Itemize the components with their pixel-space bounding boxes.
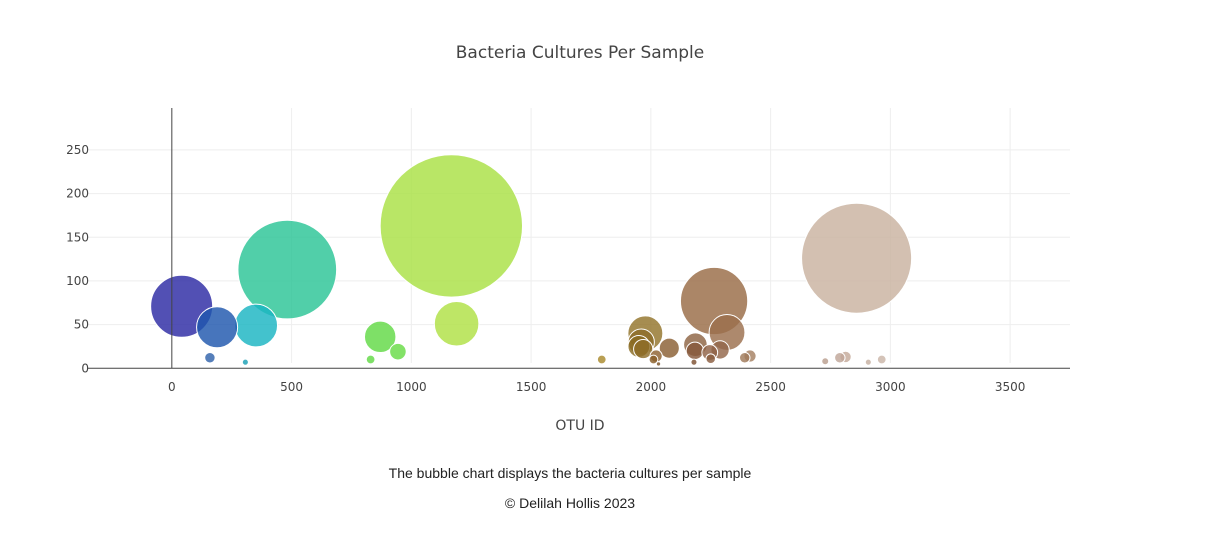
bubble-point[interactable] xyxy=(237,219,338,320)
y-tick-label: 250 xyxy=(66,143,89,157)
y-gridlines xyxy=(88,149,1070,326)
bubble-point[interactable] xyxy=(365,354,376,365)
y-tick-label: 50 xyxy=(74,318,89,332)
chart-title: Bacteria Cultures Per Sample xyxy=(456,43,704,63)
x-axis-title: OTU ID xyxy=(555,418,604,434)
bubble-point[interactable] xyxy=(204,352,216,364)
x-tick-label: 500 xyxy=(280,380,303,394)
y-tick-label: 200 xyxy=(66,187,89,201)
bubble-point[interactable] xyxy=(739,352,751,364)
bubble-point[interactable] xyxy=(876,354,887,365)
bubble-point[interactable] xyxy=(655,361,662,367)
bubble-point[interactable] xyxy=(685,341,705,361)
x-tick-label: 1000 xyxy=(396,380,427,394)
bubble-point[interactable] xyxy=(596,354,607,365)
y-tick-labels: 0 50 100 150 200 250 xyxy=(66,143,89,375)
x-tick-label: 1500 xyxy=(516,380,547,394)
x-tick-label: 0 xyxy=(168,380,176,394)
y-tick-label: 0 xyxy=(81,361,89,375)
bubble-point[interactable] xyxy=(234,303,279,348)
chart-caption: The bubble chart displays the bacteria c… xyxy=(388,465,752,481)
bubble-point[interactable] xyxy=(633,338,654,360)
y-tick-label: 100 xyxy=(66,274,89,288)
bubble-point[interactable] xyxy=(834,352,846,364)
bubble-point[interactable] xyxy=(821,357,830,366)
x-tick-label: 3500 xyxy=(995,380,1026,394)
bubble-point[interactable] xyxy=(801,202,913,314)
x-tick-label: 3000 xyxy=(875,380,906,394)
bubble-point[interactable] xyxy=(690,358,698,366)
bubble-point[interactable] xyxy=(648,354,659,365)
y-tick-label: 150 xyxy=(66,230,89,244)
bubble-point[interactable] xyxy=(379,154,524,298)
x-tick-label: 2000 xyxy=(636,380,667,394)
bubble-point[interactable] xyxy=(241,358,249,366)
x-tick-labels: 0 500 1000 1500 2000 2500 3000 3500 xyxy=(168,380,1025,394)
bubble-point[interactable] xyxy=(864,358,872,366)
bubble-point[interactable] xyxy=(196,306,239,349)
bubble-point[interactable] xyxy=(389,342,407,361)
bubble-series xyxy=(150,154,913,367)
copyright-footer: © Delilah Hollis 2023 xyxy=(504,495,636,511)
bubble-point[interactable] xyxy=(363,320,397,354)
bubble-point[interactable] xyxy=(658,337,680,359)
bubble-point[interactable] xyxy=(705,353,717,364)
bubble-point[interactable] xyxy=(433,300,480,347)
x-tick-label: 2500 xyxy=(755,380,786,394)
